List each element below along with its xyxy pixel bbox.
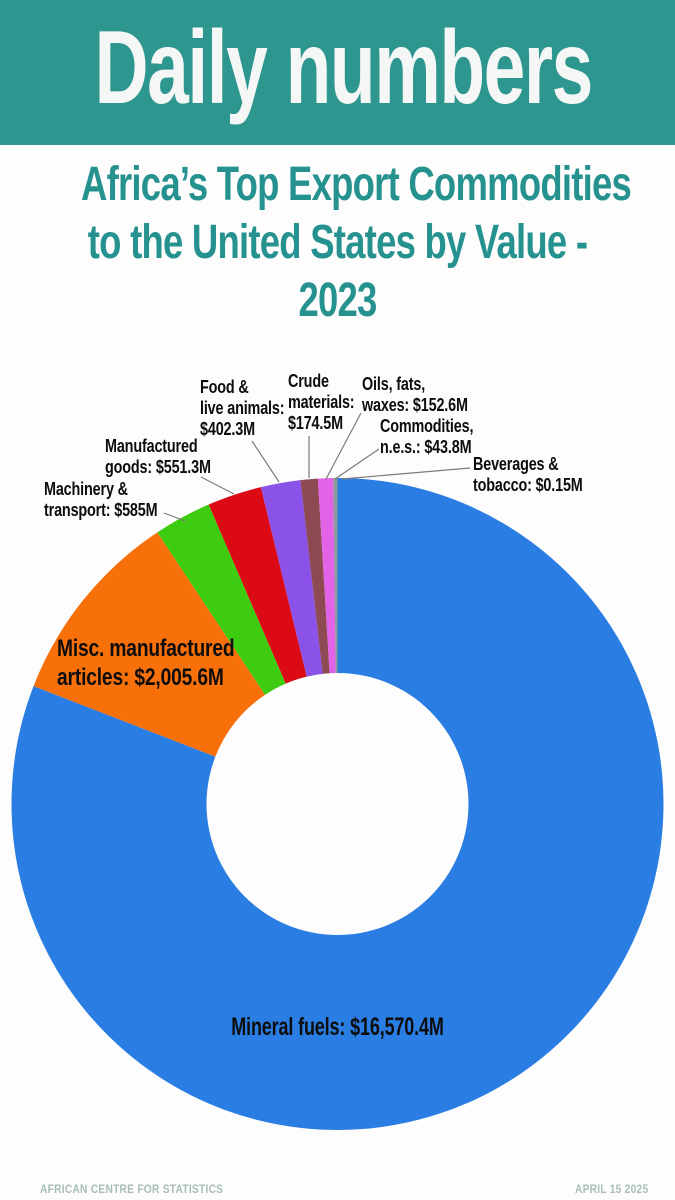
pie-slice-misc-manufactured-articles [33, 532, 266, 757]
pie-slice-machinery-transport [157, 504, 286, 695]
chart-title: Africa’s Top Export Commodities to the U… [81, 156, 632, 330]
callout-food-live-animals: Food & live animals: $402.3M [200, 377, 285, 439]
leader-line-food-live-animals [251, 440, 280, 483]
footer-source: AFRICAN CENTRE FOR STATISTICS [40, 1182, 224, 1196]
donut-slices [11, 478, 664, 1131]
callout-beverages-tobacco: Beverages & tobacco: $0.15M [473, 454, 583, 495]
callout-misc-manufactured-articles: Misc. manufactured articles: $2,005.6M [57, 635, 235, 691]
leader-line-oils-fats-waxes [325, 412, 362, 480]
callout-crude-materials: Crude materials: $174.5M [288, 371, 355, 433]
callout-oils-fats-waxes: Oils, fats, waxes: $152.6M [362, 374, 468, 415]
header-title: Daily numbers [94, 10, 593, 126]
leader-line-manufactured-goods [200, 476, 235, 495]
footer: AFRICAN CENTRE FOR STATISTICS APRIL 15 2… [0, 1180, 675, 1200]
chart-title-line-2: to the United States by Value - [87, 216, 588, 269]
pie-slice-manufactured-goods [208, 487, 307, 684]
pie-slice-mineral-fuels [11, 478, 664, 1131]
chart-title-line-3: 2023 [298, 274, 377, 327]
pie-slice-commodities-nes [333, 478, 338, 674]
leader-lines [163, 412, 471, 522]
callout-manufactured-goods: Manufactured goods: $551.3M [105, 436, 211, 477]
callout-mineral-fuels: Mineral fuels: $16,570.4M [231, 1013, 444, 1041]
leader-line-beverages-tobacco [341, 467, 471, 480]
pie-slice-crude-materials [300, 478, 330, 674]
footer-date: APRIL 15 2025 [574, 1182, 648, 1196]
pie-slice-oils-fats-waxes [317, 478, 336, 674]
callout-machinery-transport: Machinery & transport: $585M [44, 479, 158, 520]
pie-slice-food-live-animals [260, 480, 323, 677]
callout-commodities-nes: Commodities, n.e.s.: $43.8M [380, 416, 474, 457]
header-band: Daily numbers [0, 0, 675, 145]
chart-title-line-1: Africa’s Top Export Commodities [81, 158, 632, 211]
leader-line-commodities-nes [334, 448, 380, 480]
leader-line-machinery-transport [163, 512, 186, 522]
